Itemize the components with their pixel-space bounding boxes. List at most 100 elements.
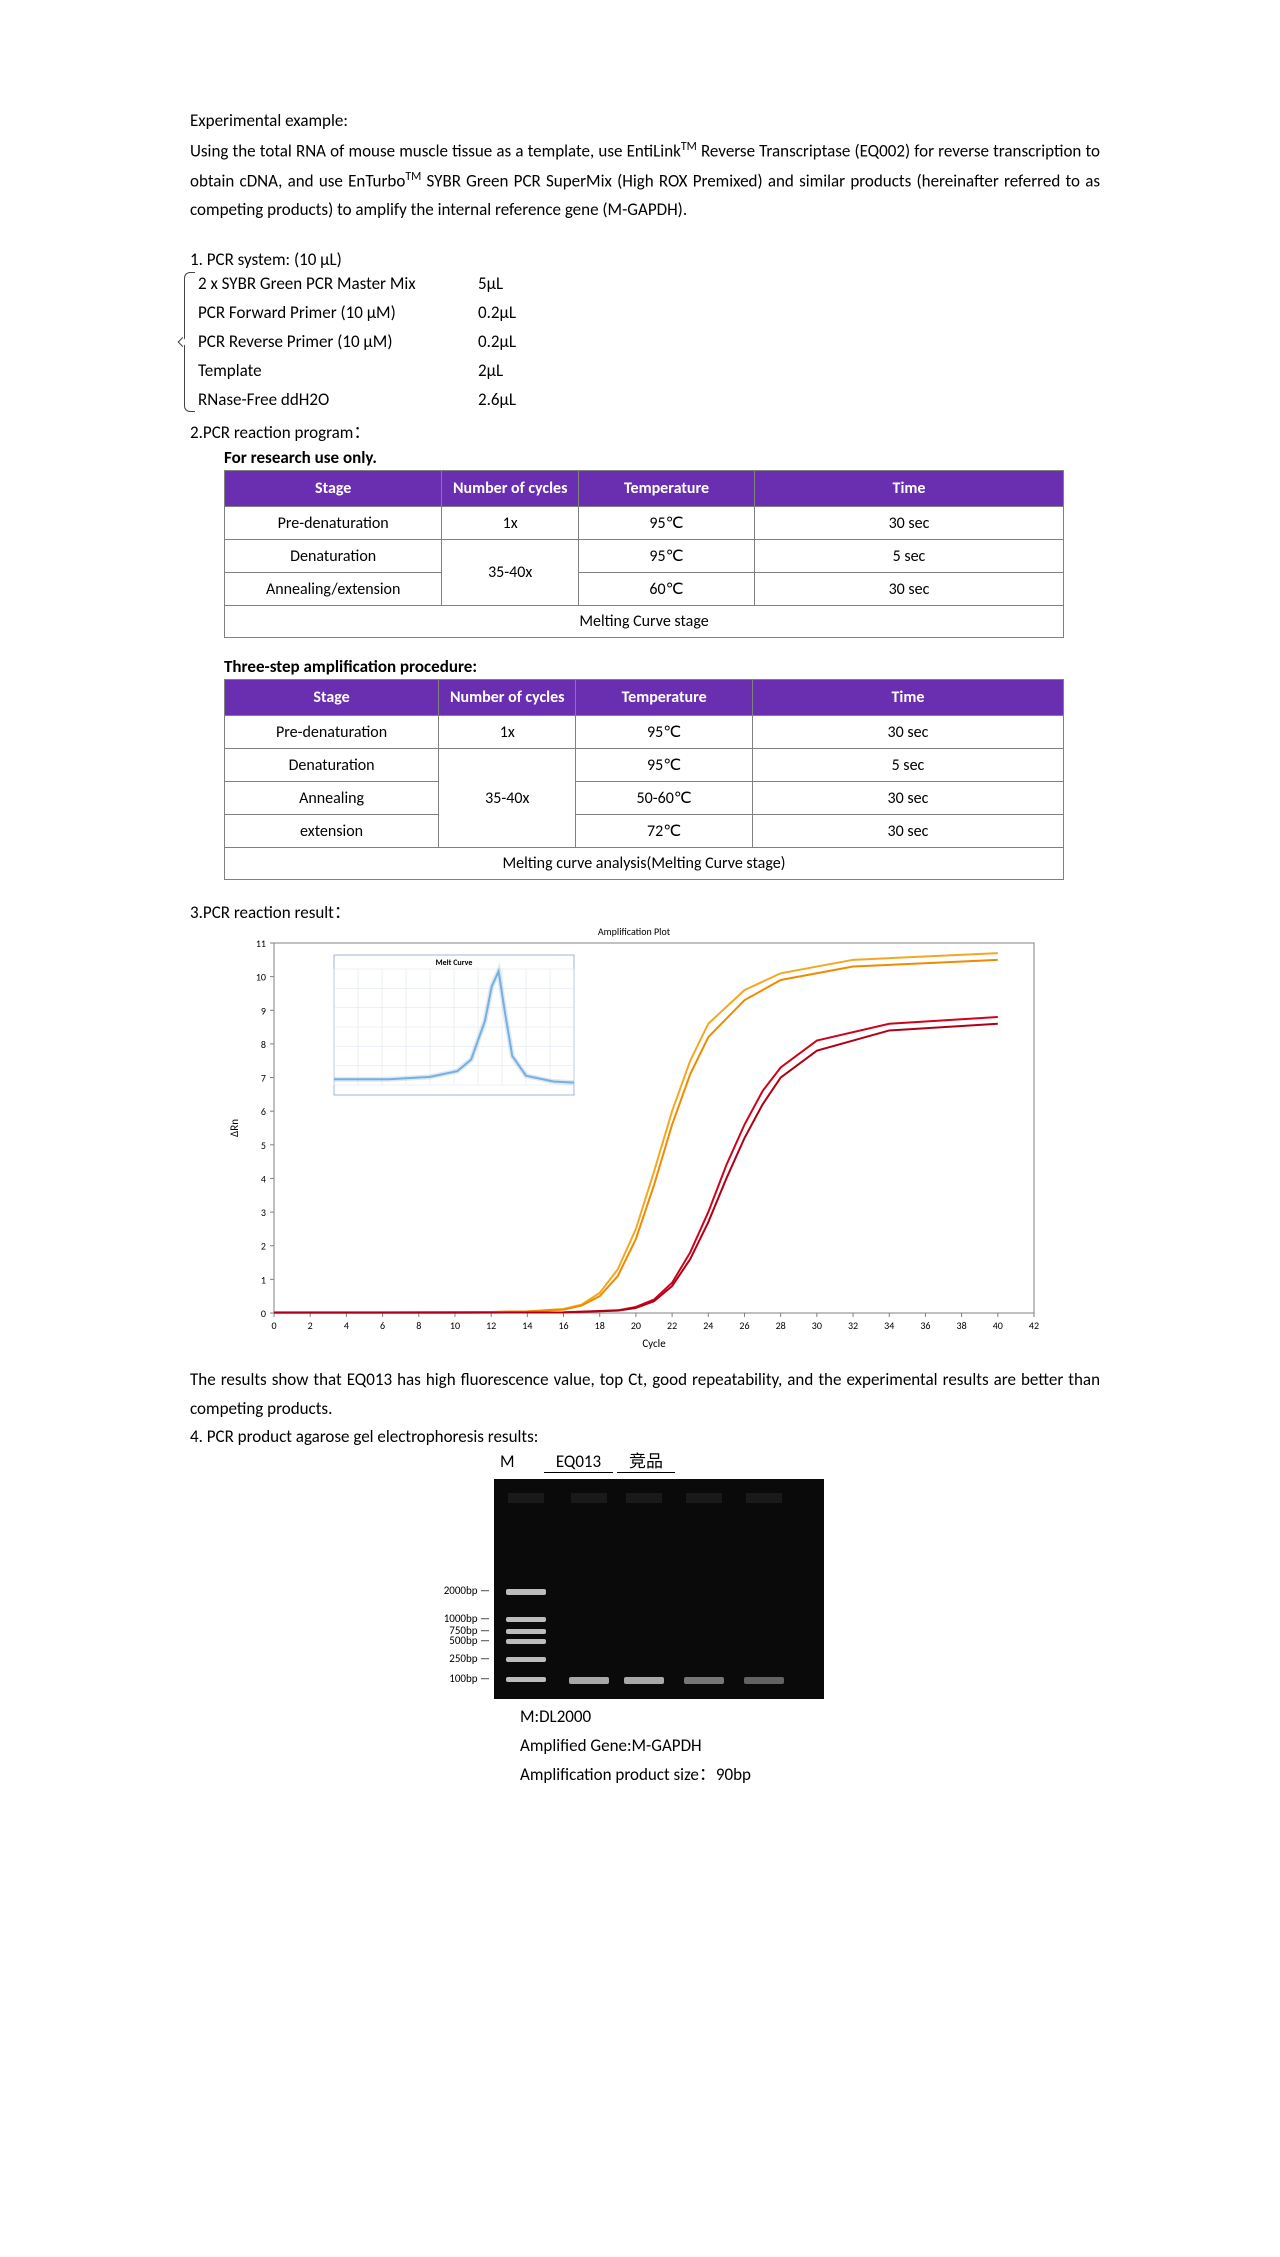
svg-text:Cycle: Cycle [642, 1337, 666, 1350]
table-footer-row: Melting curve analysis(Melting Curve sta… [225, 848, 1064, 880]
svg-text:18: 18 [595, 1319, 605, 1332]
cell-time: 30 sec [752, 782, 1063, 815]
table-row: Denaturation 35-40x 95℃ 5 sec [225, 540, 1064, 573]
pcr-label: 2 x SYBR Green PCR Master Mix [198, 270, 478, 299]
gel-image-wrap: 2000bp —1000bp —750bp —500bp —250bp —100… [430, 1479, 1100, 1699]
svg-text:2: 2 [308, 1319, 313, 1332]
table-row: Annealing 50-60℃ 30 sec [225, 782, 1064, 815]
table2-title: Three-step amplification procedure: [224, 656, 1100, 677]
cell-stage: Annealing [225, 782, 439, 815]
intro-text-1: Using the total RNA of mouse muscle tiss… [190, 141, 681, 162]
pcr-row: PCR Reverse Primer (10 μM)0.2μL [198, 328, 1100, 357]
cell-time: 5 sec [754, 540, 1063, 573]
svg-text:10: 10 [450, 1319, 460, 1332]
svg-text:8: 8 [261, 1038, 266, 1051]
svg-text:4: 4 [344, 1319, 349, 1332]
svg-text:20: 20 [631, 1319, 641, 1332]
pcr-row: RNase-Free ddH2O2.6μL [198, 386, 1100, 415]
melting-footer: Melting Curve stage [225, 606, 1064, 638]
gel-svg [494, 1479, 824, 1699]
pcr-row: PCR Forward Primer (10 μM) 0.2μL [198, 299, 1100, 328]
ladder-labels: 2000bp —1000bp —750bp —500bp —250bp —100… [430, 1479, 490, 1699]
svg-text:22: 22 [667, 1319, 677, 1332]
cell-temp: 95℃ [576, 716, 753, 749]
cell-stage: Denaturation [225, 749, 439, 782]
cell-temp: 95℃ [579, 540, 755, 573]
intro-body: Using the total RNA of mouse muscle tiss… [190, 137, 1100, 225]
svg-text:26: 26 [739, 1319, 749, 1332]
cell-cycles: 35-40x [439, 749, 576, 848]
section3-header: 3.PCR reaction result： [190, 898, 1100, 923]
results-text: The results show that EQ013 has high flu… [190, 1366, 1100, 1424]
table-row: Pre-denaturation 1x 95℃ 30 sec [225, 716, 1064, 749]
tm-mark-1: TM [681, 140, 697, 154]
cell-temp: 95℃ [576, 749, 753, 782]
svg-text:2: 2 [261, 1240, 266, 1253]
pcr-val: 0.2μL [478, 328, 516, 357]
svg-text:9: 9 [261, 1005, 266, 1018]
svg-text:Amplification Plot: Amplification Plot [598, 925, 671, 938]
col-temp: Temperature [579, 471, 755, 507]
gel-caption: M:DL2000 Amplified Gene:M-GAPDH Amplific… [520, 1703, 1100, 1790]
table2: Stage Number of cycles Temperature Time … [224, 679, 1064, 880]
svg-text:5: 5 [261, 1139, 266, 1152]
section1-header: 1. PCR system: (10 μL) [190, 249, 1100, 270]
col-cycles: Number of cycles [439, 680, 576, 716]
pcr-val: 2.6μL [478, 386, 516, 415]
cell-temp: 95℃ [579, 507, 755, 540]
cell-temp: 60℃ [579, 573, 755, 606]
pcr-row: 2 x SYBR Green PCR Master Mix5μL [198, 270, 1100, 299]
table-row: Pre-denaturation 1x 95℃ 30 sec [225, 507, 1064, 540]
svg-text:40: 40 [993, 1319, 1003, 1332]
pcr-label: PCR Reverse Primer (10 μM) [198, 328, 478, 357]
cell-stage: Denaturation [225, 540, 442, 573]
svg-text:28: 28 [776, 1319, 786, 1332]
table1: Stage Number of cycles Temperature Time … [224, 470, 1064, 638]
table1-title: For research use only. [224, 447, 1100, 468]
svg-text:12: 12 [486, 1319, 496, 1332]
gel-label-eq: EQ013 [544, 1451, 613, 1473]
pcr-val: 0.2μL [478, 299, 516, 328]
svg-text:8: 8 [416, 1319, 421, 1332]
svg-text:42: 42 [1029, 1319, 1039, 1332]
cell-cycles: 1x [442, 507, 579, 540]
svg-text:36: 36 [920, 1319, 930, 1332]
svg-text:0: 0 [261, 1307, 266, 1320]
section2-header: 2.PCR reaction program： [190, 418, 1100, 443]
table-row: extension 72℃ 30 sec [225, 815, 1064, 848]
cell-time: 5 sec [752, 749, 1063, 782]
cell-time: 30 sec [754, 507, 1063, 540]
svg-text:0: 0 [271, 1319, 276, 1332]
svg-text:3: 3 [261, 1207, 266, 1220]
brace-icon [184, 272, 195, 412]
cell-time: 30 sec [752, 716, 1063, 749]
pcr-val: 5μL [478, 270, 503, 299]
svg-text:32: 32 [848, 1319, 858, 1332]
col-time: Time [752, 680, 1063, 716]
svg-text:ΔRn: ΔRn [228, 1119, 241, 1137]
pcr-label: PCR Forward Primer (10 μM) [198, 299, 478, 328]
svg-text:30: 30 [812, 1319, 822, 1332]
svg-text:16: 16 [558, 1319, 568, 1332]
gel-label-m: M [500, 1451, 540, 1472]
gel-lane-labels: M EQ013 竞品 [500, 1447, 1100, 1473]
col-stage: Stage [225, 680, 439, 716]
table-row: Denaturation 35-40x 95℃ 5 sec [225, 749, 1064, 782]
svg-text:34: 34 [884, 1319, 894, 1332]
col-temp: Temperature [576, 680, 753, 716]
svg-text:38: 38 [957, 1319, 967, 1332]
amplification-chart: Amplification Plot0246810121416182022242… [224, 923, 1100, 1358]
cell-temp: 50-60℃ [576, 782, 753, 815]
pcr-system-list: 2 x SYBR Green PCR Master Mix5μL PCR For… [198, 270, 1100, 414]
caption-line: M:DL2000 [520, 1703, 1100, 1732]
caption-line: Amplified Gene:M-GAPDH [520, 1732, 1100, 1761]
pcr-val: 2μL [478, 357, 503, 386]
cell-stage: extension [225, 815, 439, 848]
gel-label-comp: 竞品 [617, 1447, 675, 1473]
cell-stage: Pre-denaturation [225, 716, 439, 749]
col-stage: Stage [225, 471, 442, 507]
col-time: Time [754, 471, 1063, 507]
svg-text:Melt Curve: Melt Curve [436, 958, 473, 968]
pcr-label: RNase-Free ddH2O [198, 386, 478, 415]
svg-text:14: 14 [522, 1319, 532, 1332]
